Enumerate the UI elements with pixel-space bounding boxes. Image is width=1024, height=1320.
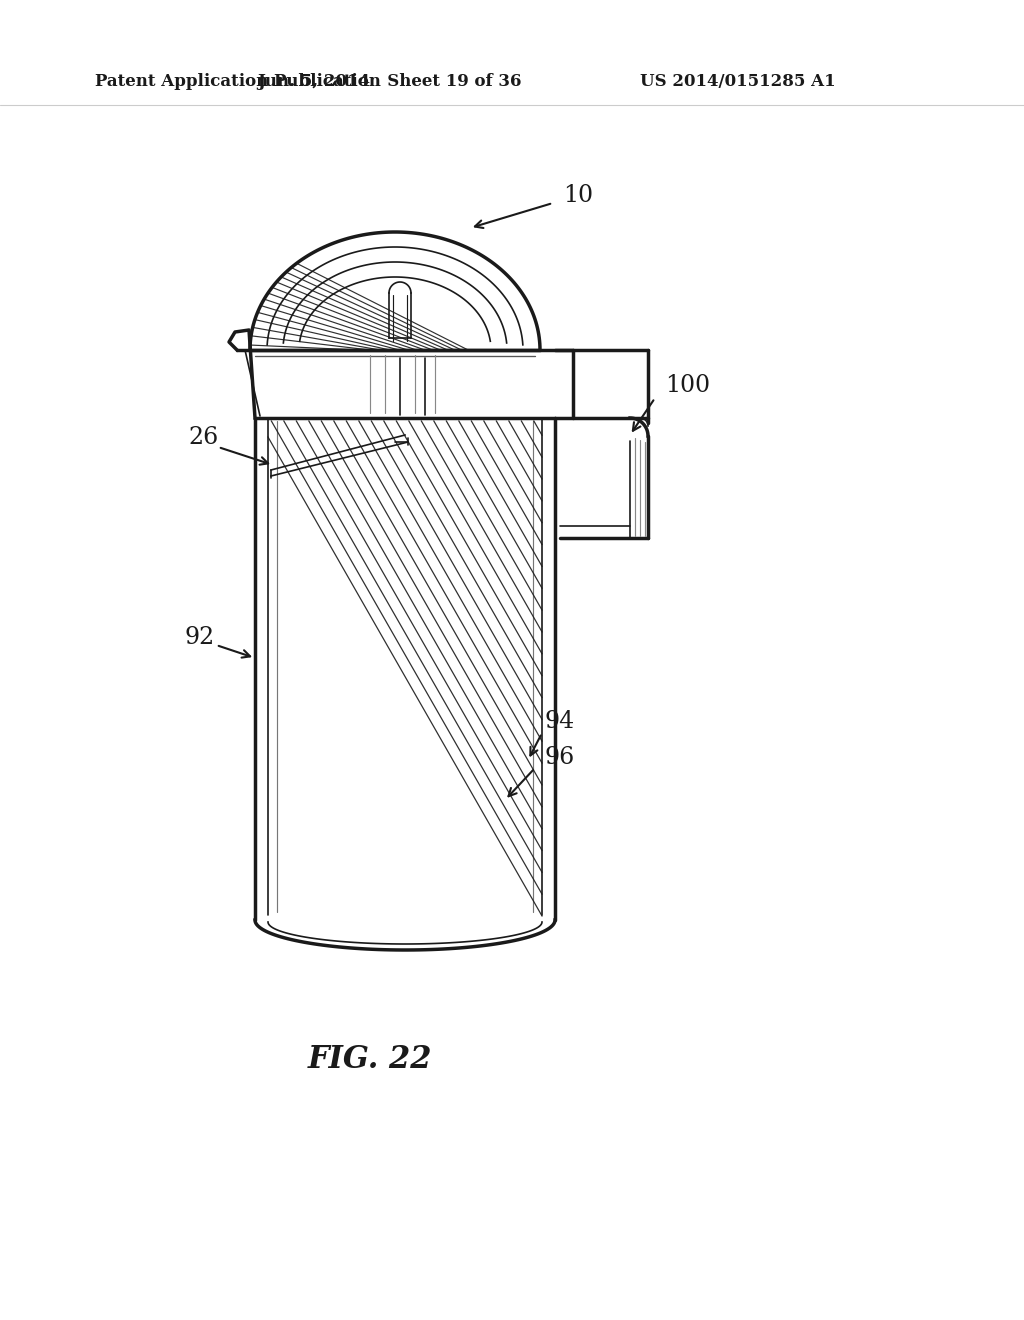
Text: 94: 94 <box>545 710 575 734</box>
Text: FIG. 22: FIG. 22 <box>308 1044 432 1076</box>
Text: Jun. 5, 2014   Sheet 19 of 36: Jun. 5, 2014 Sheet 19 of 36 <box>258 74 522 91</box>
Text: Patent Application Publication: Patent Application Publication <box>95 74 381 91</box>
Text: 10: 10 <box>563 183 593 206</box>
Text: 96: 96 <box>545 747 575 770</box>
Text: 100: 100 <box>665 374 710 396</box>
Text: 26: 26 <box>188 425 219 449</box>
Text: 92: 92 <box>185 626 215 648</box>
Text: US 2014/0151285 A1: US 2014/0151285 A1 <box>640 74 836 91</box>
